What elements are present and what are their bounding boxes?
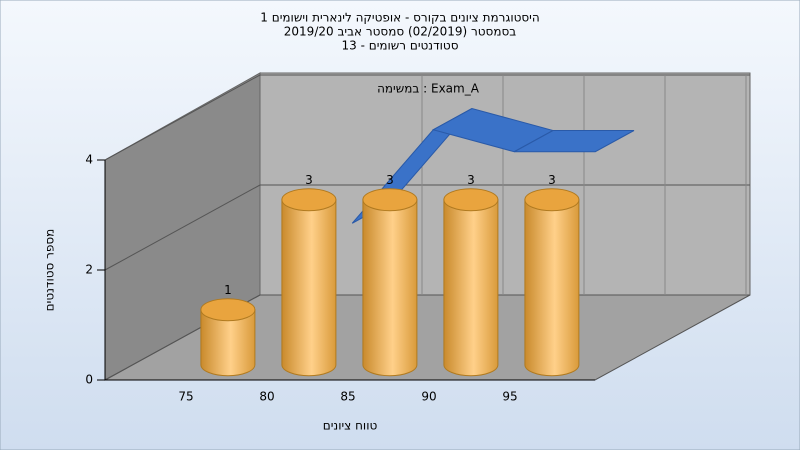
y-tick-label: 0	[85, 373, 93, 387]
title-line: היסטוגרמת ציונים בקורס - אופטיקה לינארית…	[260, 11, 539, 25]
y-tick-label: 4	[85, 153, 93, 167]
grid-line	[104, 184, 261, 271]
bar-top	[443, 188, 499, 212]
bar	[524, 188, 580, 377]
y-tick-label: 2	[85, 263, 93, 277]
bar	[200, 298, 256, 377]
value-label: 3	[305, 173, 313, 187]
y-axis-title: מספר סטודנטים	[43, 229, 57, 312]
x-tick-label: 85	[340, 390, 355, 404]
bar-top	[281, 188, 337, 212]
bar-top	[200, 298, 256, 322]
title-line: בסמסטר (02/2019) סמסטר אביב 2019/20	[284, 25, 516, 39]
bar-top	[362, 188, 418, 212]
value-label: 3	[386, 173, 394, 187]
bar	[443, 188, 499, 377]
bar-body	[524, 199, 580, 377]
x-tick-label: 80	[259, 390, 274, 404]
bar-body	[362, 199, 418, 377]
bar-body	[443, 199, 499, 377]
x-tick-label: 90	[421, 390, 436, 404]
x-axis-title: טווח ציונים	[323, 419, 378, 433]
value-label: 1	[224, 283, 232, 297]
x-tick-label: 95	[502, 390, 517, 404]
bar	[362, 188, 418, 377]
line-ribbon	[514, 130, 635, 153]
x-tick-label: 75	[178, 390, 193, 404]
bar-top	[524, 188, 580, 212]
title: היסטוגרמת ציונים בקורס - אופטיקה לינארית…	[260, 11, 539, 53]
title-line: סטודנטים רשומים - 13	[341, 39, 458, 53]
subtitle: במשימה : Exam_A	[377, 82, 480, 96]
value-label: 3	[467, 173, 475, 187]
bar-body	[200, 309, 256, 377]
bar-body	[281, 199, 337, 377]
grid-line	[104, 74, 261, 161]
bar	[281, 188, 337, 377]
value-label: 3	[548, 173, 556, 187]
